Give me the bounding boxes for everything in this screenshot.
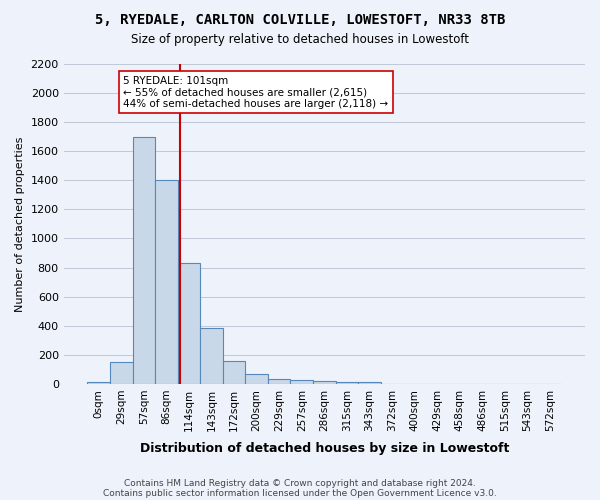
Bar	[223, 360, 245, 384]
Bar	[155, 180, 178, 384]
Bar	[313, 381, 335, 384]
Text: Size of property relative to detached houses in Lowestoft: Size of property relative to detached ho…	[131, 32, 469, 46]
Bar	[268, 379, 290, 384]
Bar	[133, 136, 155, 384]
Bar	[245, 374, 268, 384]
X-axis label: Distribution of detached houses by size in Lowestoft: Distribution of detached houses by size …	[140, 442, 509, 455]
Bar	[335, 382, 358, 384]
Bar	[200, 328, 223, 384]
Text: 5, RYEDALE, CARLTON COLVILLE, LOWESTOFT, NR33 8TB: 5, RYEDALE, CARLTON COLVILLE, LOWESTOFT,…	[95, 12, 505, 26]
Text: 5 RYEDALE: 101sqm
← 55% of detached houses are smaller (2,615)
44% of semi-detac: 5 RYEDALE: 101sqm ← 55% of detached hous…	[124, 76, 389, 109]
Bar	[290, 380, 313, 384]
Bar	[88, 382, 110, 384]
Bar	[178, 263, 200, 384]
Bar	[358, 382, 381, 384]
Text: Contains HM Land Registry data © Crown copyright and database right 2024.: Contains HM Land Registry data © Crown c…	[124, 478, 476, 488]
Bar	[110, 362, 133, 384]
Y-axis label: Number of detached properties: Number of detached properties	[15, 136, 25, 312]
Text: Contains public sector information licensed under the Open Government Licence v3: Contains public sector information licen…	[103, 488, 497, 498]
